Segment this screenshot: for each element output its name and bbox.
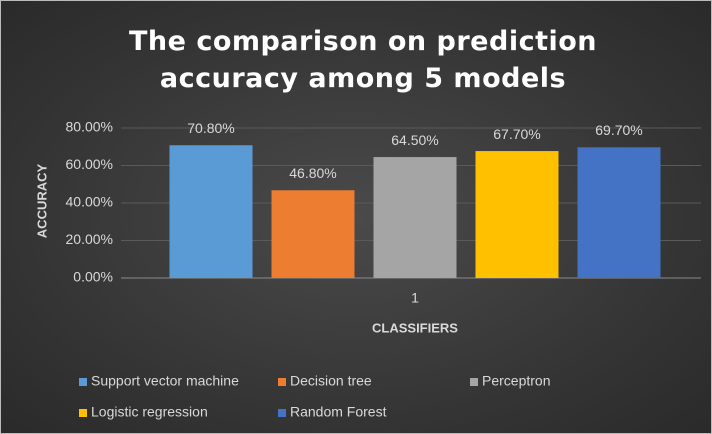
value-label: 67.70% bbox=[493, 126, 540, 142]
y-tick-label: 80.00% bbox=[66, 119, 113, 135]
legend-swatch bbox=[278, 378, 286, 386]
legend-swatch bbox=[278, 409, 286, 417]
x-tick-label: 1 bbox=[411, 290, 419, 306]
value-label: 70.80% bbox=[187, 120, 234, 136]
legend-label: Random Forest bbox=[290, 404, 387, 420]
y-tick-label: 40.00% bbox=[66, 194, 113, 210]
bar bbox=[271, 190, 355, 278]
y-tick-label: 60.00% bbox=[66, 156, 113, 172]
bar bbox=[169, 145, 253, 278]
legend-label: Decision tree bbox=[290, 373, 372, 389]
y-axis-title: ACCURACY bbox=[34, 163, 49, 238]
y-tick-label: 20.00% bbox=[66, 231, 113, 247]
bar bbox=[577, 147, 661, 278]
chart-title: The comparison on prediction accuracy am… bbox=[128, 26, 598, 94]
bar bbox=[475, 151, 559, 278]
bar bbox=[373, 157, 457, 278]
y-tick-label: 0.00% bbox=[73, 269, 113, 285]
legend-label: Support vector machine bbox=[91, 373, 239, 389]
legend-swatch bbox=[79, 409, 87, 417]
value-label: 46.80% bbox=[289, 165, 336, 181]
value-label: 69.70% bbox=[595, 122, 642, 138]
legend-swatch bbox=[79, 378, 87, 386]
value-label: 64.50% bbox=[391, 132, 438, 148]
legend-swatch bbox=[470, 378, 478, 386]
legend-label: Perceptron bbox=[482, 373, 550, 389]
x-axis-title: CLASSIFIERS bbox=[372, 320, 458, 335]
legend-label: Logistic regression bbox=[91, 404, 208, 420]
